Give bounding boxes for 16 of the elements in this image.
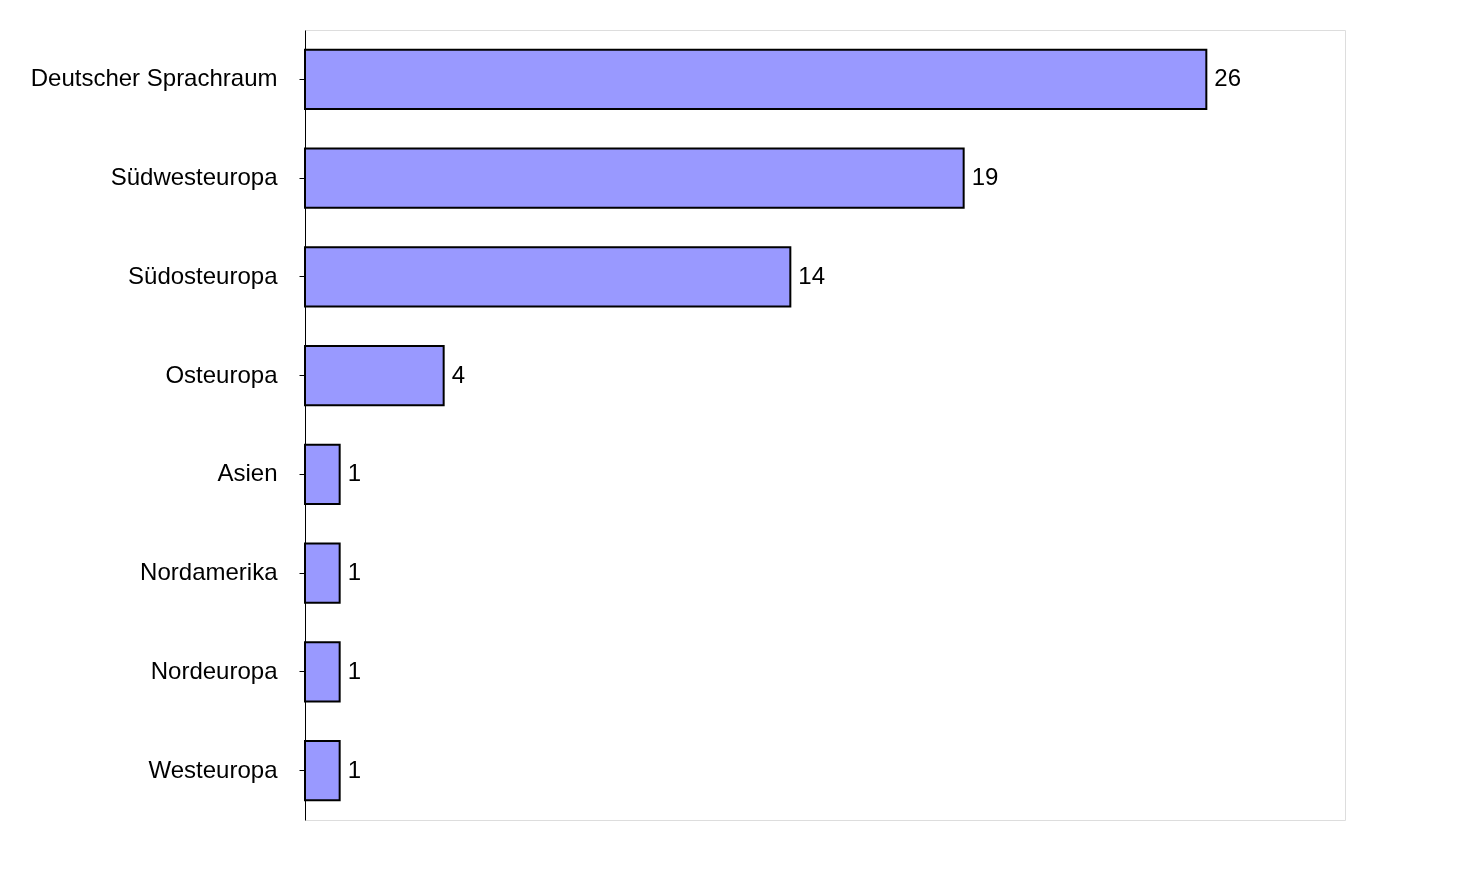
y-tick-label: Nordamerika bbox=[140, 558, 279, 586]
y-tick-label: Nordeuropa bbox=[150, 656, 279, 684]
data-label: 26 bbox=[1214, 64, 1242, 92]
data-label: 1 bbox=[347, 558, 362, 586]
data-label: 19 bbox=[971, 163, 999, 191]
y-tick-label: Westeuropa bbox=[148, 755, 279, 783]
data-label: 1 bbox=[347, 755, 362, 783]
data-label: 4 bbox=[451, 360, 466, 388]
y-tick-label: Deutscher Sprachraum bbox=[30, 64, 278, 92]
y-tick-label: Südosteuropa bbox=[128, 261, 279, 289]
data-label: 1 bbox=[347, 656, 362, 684]
y-tick-label: Osteuropa bbox=[165, 360, 279, 388]
data-label: 14 bbox=[798, 261, 826, 289]
y-tick-label: Asien bbox=[217, 459, 278, 487]
data-label: 1 bbox=[347, 459, 362, 487]
y-tick-label: Südwesteuropa bbox=[110, 163, 279, 191]
